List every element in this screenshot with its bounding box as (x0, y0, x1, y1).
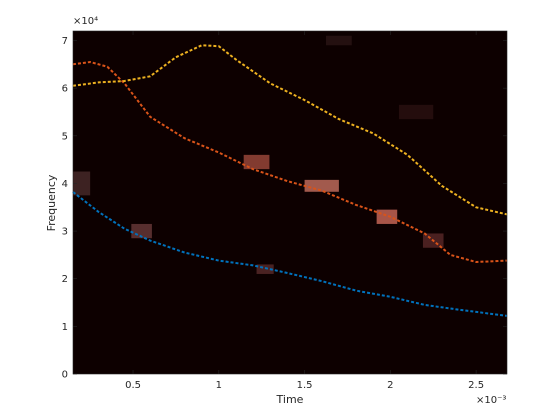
series-line-3 (72, 44, 508, 216)
plot-background (73, 31, 507, 374)
x-exponent-label: ×10⁻³ (476, 395, 506, 406)
y-axis-label: Frequency (45, 174, 58, 231)
x-tick-label: 1 (216, 380, 222, 391)
y-tick-label: 6 (62, 84, 68, 95)
spectrogram-intensity-cell (256, 264, 274, 274)
series-line-1 (72, 191, 508, 317)
spectrogram-intensity-cell (398, 104, 434, 120)
spectrogram-intensity-cell (326, 35, 352, 46)
x-tick-label: 2 (387, 380, 393, 391)
y-tick-label: 7 (62, 36, 68, 47)
spectrogram-intensity-cell (73, 171, 91, 196)
series-line-2 (72, 60, 508, 264)
axes: 0.5 1 1.5 2 2.5 0 1 2 3 4 5 6 7 (62, 30, 508, 391)
y-tick-label: 5 (62, 131, 68, 142)
spectrogram-intensity-cell (243, 154, 270, 170)
y-tick-label: 0 (62, 370, 68, 381)
axes-box (72, 30, 508, 375)
x-axis-label: Time (276, 393, 304, 406)
y-tick-label: 1 (62, 322, 68, 333)
plot-area (72, 31, 508, 374)
x-tick-label: 2.5 (468, 380, 484, 391)
spectrogram-intensity-cell (376, 209, 398, 224)
x-tick-label: 0.5 (125, 380, 141, 391)
y-tick-label: 2 (62, 274, 68, 285)
spectrogram-intensity-cell (304, 179, 339, 192)
y-tick-label: 3 (62, 227, 68, 238)
x-tick-label: 1.5 (297, 380, 313, 391)
y-exponent-label: ×10⁴ (73, 16, 98, 27)
y-tick-label: 4 (62, 179, 68, 190)
